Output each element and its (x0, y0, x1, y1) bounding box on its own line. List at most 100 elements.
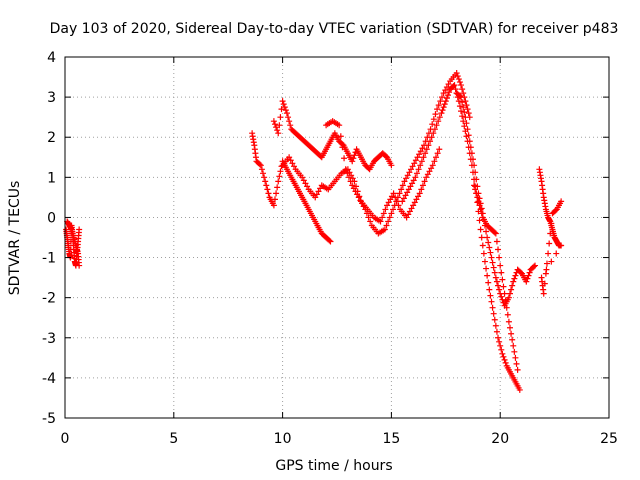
data-point (257, 162, 264, 169)
data-point (417, 162, 424, 169)
data-point (413, 196, 420, 203)
data-point (432, 111, 439, 118)
data-point (405, 186, 412, 193)
data-point (349, 175, 356, 182)
data-point (492, 230, 499, 237)
data-point (398, 186, 405, 193)
data-point (495, 246, 502, 253)
data-point (465, 132, 472, 139)
data-point (388, 193, 395, 200)
data-point (473, 190, 480, 197)
data-point (479, 242, 486, 249)
data-point (497, 262, 504, 269)
data-point (492, 322, 499, 329)
y-tick-label: -4 (42, 371, 56, 387)
data-point (382, 206, 389, 213)
data-point (504, 311, 511, 318)
data-point (256, 161, 263, 168)
data-point (442, 87, 449, 94)
data-point (401, 178, 408, 185)
data-point (459, 113, 466, 120)
data-point (495, 334, 502, 341)
x-axis-label: GPS time / hours (275, 458, 392, 474)
data-point (484, 234, 491, 241)
data-point (263, 182, 270, 189)
data-point (313, 191, 320, 198)
data-point (276, 173, 283, 180)
data-point (443, 84, 450, 91)
data-point (262, 178, 269, 185)
data-point (500, 283, 507, 290)
data-point (552, 207, 559, 214)
data-point (399, 182, 406, 189)
series-arc-a (249, 130, 334, 245)
data-point (384, 202, 391, 209)
data-point (478, 210, 485, 217)
data-point (350, 185, 357, 192)
data-point (409, 163, 416, 170)
data-point (523, 278, 530, 285)
data-point (498, 346, 505, 353)
data-point (446, 89, 453, 96)
x-tick-label: 25 (600, 431, 618, 447)
data-point (419, 182, 426, 189)
data-point (465, 110, 472, 117)
data-point (347, 178, 354, 185)
data-point (489, 304, 496, 311)
data-point (488, 254, 495, 261)
data-point (443, 95, 450, 102)
data-point (429, 162, 436, 169)
data-point (379, 214, 386, 221)
data-point (440, 90, 447, 97)
data-point (471, 182, 478, 189)
data-point (540, 290, 547, 297)
y-tick-label: 0 (47, 210, 56, 226)
data-point (498, 269, 505, 276)
data-point (270, 202, 277, 209)
data-point (499, 350, 506, 357)
data-point (433, 154, 440, 161)
data-point (283, 110, 290, 117)
data-point (467, 144, 474, 151)
y-tick-label: -3 (42, 331, 56, 347)
data-point (460, 104, 467, 111)
data-points (63, 70, 565, 393)
data-point (505, 318, 512, 325)
data-point (503, 304, 510, 311)
data-point (509, 282, 516, 289)
data-point (524, 275, 531, 282)
data-point (491, 269, 498, 276)
data-point (464, 126, 471, 133)
x-tick-label: 15 (382, 431, 400, 447)
data-point (545, 250, 552, 257)
data-point (339, 144, 346, 151)
series-arc-g (471, 182, 521, 373)
data-point (271, 196, 278, 203)
data-point (460, 118, 467, 125)
data-point (367, 218, 374, 225)
data-point (336, 122, 343, 129)
y-tick-label: -1 (42, 251, 56, 267)
data-point (496, 286, 503, 293)
data-point (478, 234, 485, 241)
data-point (438, 110, 445, 117)
data-point (393, 198, 400, 205)
data-point (491, 316, 498, 323)
data-point (360, 203, 367, 210)
data-point (273, 190, 280, 197)
data-point (436, 146, 443, 153)
data-point (501, 290, 508, 297)
data-point (431, 126, 438, 133)
data-point (445, 81, 452, 88)
data-point (500, 353, 507, 360)
data-point (304, 183, 311, 190)
data-point (299, 174, 306, 181)
data-point (433, 122, 440, 129)
data-point (455, 98, 462, 105)
data-point (493, 328, 500, 335)
data-point (383, 222, 390, 229)
data-point (385, 199, 392, 206)
data-point (279, 98, 286, 105)
data-point (341, 155, 348, 162)
data-point (473, 176, 480, 183)
